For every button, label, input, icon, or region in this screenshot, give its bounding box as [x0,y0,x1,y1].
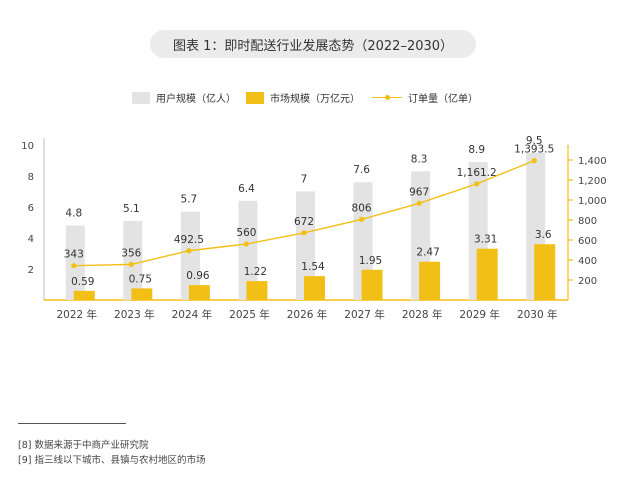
bar-market-8 [534,244,556,300]
bar-market-5 [361,269,383,300]
bar-market-7 [476,248,498,300]
label-users-0: 4.8 [65,208,82,220]
orders-line [71,158,537,269]
right-tick-label-200: 200 [578,276,597,287]
right-tick-label-800: 800 [578,216,597,227]
x-tick-label-4: 2026 年 [287,308,328,321]
orders-point-1 [128,261,134,267]
bar-users-0 [65,225,85,300]
legend-label-orders: 订单量（亿单） [408,94,478,105]
left-tick-label-8: 8 [28,172,34,183]
orders-point-2 [186,248,192,254]
label-market-6: 2.47 [416,247,439,259]
right-tick-label-600: 600 [578,236,597,247]
legend-swatch-market [246,91,264,104]
label-market-0: 0.59 [71,276,94,288]
bar-market-3 [246,281,268,300]
right-axis: 200 400 600 800 1,000 1,200 1,400 [567,145,607,300]
legend-item-market: 市场规模（万亿元） [246,90,360,105]
orders-point-3 [243,241,250,247]
right-tick-label-1200: 1,200 [578,176,607,187]
x-tick-label-3: 2025 年 [229,308,270,321]
orders-point-5 [358,216,365,222]
left-axis: 2 4 6 8 10 [21,138,45,300]
label-orders-5: 806 [352,202,372,214]
legend-label-users: 用户规模（亿人） [156,94,236,105]
label-orders-2: 492.5 [174,234,204,246]
label-users-1: 5.1 [123,203,140,215]
data-labels: 4.8 0.59 5.1 0.75 5.7 0.96 6.4 1.22 7 1.54 7.6 1.95… [64,135,555,288]
x-tick-label-7: 2029 年 [459,308,500,321]
bar-users-2 [180,211,200,300]
footnote-9: [9] 指三线以下城市、县镇与农村地区的市场 [18,455,206,466]
left-tick-label-2: 2 [28,265,34,276]
legend-swatch-users [132,91,150,104]
label-users-7: 8.9 [468,144,485,156]
orders-point-6 [416,200,422,206]
label-orders-1: 356 [121,247,141,259]
x-tick-label-8: 2030 年 [517,308,558,321]
orders-point-8 [531,158,537,164]
x-tick-label-0: 2022 年 [56,308,97,321]
footnote-8: [8] 数据来源于中商产业研究院 [18,440,149,451]
right-tick-label-1400: 1,400 [578,156,607,167]
bar-users-3 [238,200,258,300]
left-tick-label-10: 10 [21,141,34,152]
orders-point-0 [71,263,77,269]
legend-swatch-orders [372,92,402,104]
x-tick-label-2: 2024 年 [172,308,213,321]
label-market-4: 1.54 [301,261,325,273]
label-market-3: 1.22 [244,266,267,278]
label-users-5: 7.6 [353,164,370,176]
label-market-1: 0.75 [129,273,152,285]
label-market-8: 3.6 [535,229,552,241]
bar-users-1 [123,220,143,300]
label-orders-8: 1,393.5 [514,144,554,156]
label-market-2: 0.96 [186,270,210,282]
right-tick-label-400: 400 [578,256,597,267]
footnote-divider [18,423,126,424]
bar-users-4 [296,191,315,300]
label-orders-3: 560 [236,227,256,239]
bar-market-0 [73,290,95,300]
label-market-7: 3.31 [474,234,497,246]
legend-label-market: 市场规模（万亿元） [270,94,360,105]
x-tick-label-6: 2028 年 [402,308,443,321]
legend-item-users: 用户规模（亿人） [132,90,236,105]
orders-point-7 [474,181,480,187]
chart-title: 图表 1：即时配送行业发展态势（2022–2030） [172,38,454,54]
label-orders-7: 1,161.2 [457,167,497,179]
label-orders-4: 672 [294,216,314,228]
bars [44,152,568,301]
right-tick-label-1000: 1,000 [578,196,607,207]
label-users-2: 5.7 [181,194,198,206]
legend: 用户规模（亿人） 市场规模（万亿元） 订单量（亿单） [0,90,640,110]
left-tick-label-6: 6 [28,203,34,214]
label-users-8: 9.5 [526,135,543,147]
left-tick-label-4: 4 [28,234,34,245]
orders-point-4 [301,230,307,236]
label-orders-6: 967 [409,186,429,198]
label-users-4: 7 [301,174,308,186]
legend-item-orders: 订单量（亿单） [372,90,478,105]
bar-market-2 [188,285,210,300]
bar-market-6 [419,261,441,300]
bar-market-4 [304,276,325,300]
x-tick-labels: 2022 年 2023 年 2024 年 2025 年 2026 年 2027 年 2028… [56,308,557,321]
label-market-5: 1.95 [359,255,382,267]
bar-market-1 [131,288,153,300]
x-tick-label-1: 2023 年 [114,308,155,321]
label-orders-0: 343 [64,249,84,261]
chart-title-pill: 图表 1：即时配送行业发展态势（2022–2030） [150,30,476,58]
x-tick-label-5: 2027 年 [344,308,385,321]
label-users-6: 8.3 [411,153,428,165]
label-users-3: 6.4 [238,183,255,195]
